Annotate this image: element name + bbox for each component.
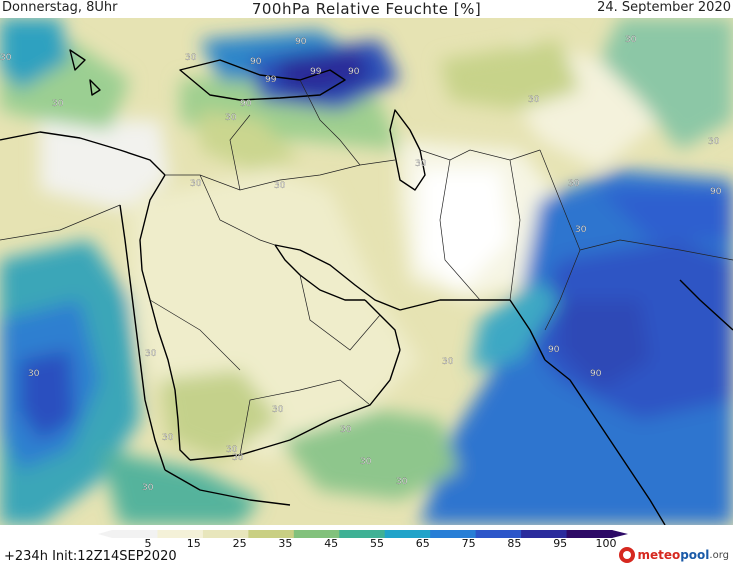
contour-label: 99 [265, 75, 277, 85]
forecast-date: 24. September 2020 [597, 0, 731, 15]
legend-swatch [293, 530, 340, 538]
legend-tick-label: 75 [462, 537, 476, 549]
legend-swatch [384, 530, 431, 538]
contour-label: 30 [232, 453, 244, 463]
contour-label: 30 [360, 457, 372, 467]
contour-label: 99 [310, 67, 322, 77]
contour-label: 30 [708, 137, 720, 147]
contour-labels: 30 30 30 90 90 90 90 99 99 30 30 30 30 3… [0, 35, 722, 493]
legend-tick-label: 85 [507, 537, 521, 549]
contour-label: 90 [548, 345, 560, 355]
contour-label: 30 [52, 99, 64, 109]
contour-label: 30 [568, 179, 580, 189]
legend-start-arrow [98, 530, 112, 538]
contour-label: 90 [710, 187, 722, 197]
contour-label: 30 [396, 477, 408, 487]
legend-swatch [157, 530, 204, 538]
legend-tick-label: 45 [324, 537, 338, 549]
contour-label: 30 [274, 181, 286, 191]
contour-label: 90 [295, 37, 307, 47]
legend-tick-label: 35 [278, 537, 292, 549]
contour-label: 30 [28, 369, 40, 379]
color-scale-legend: 5 15 25 35 45 55 65 75 85 95 100 [98, 530, 628, 549]
legend-tick-label: 100 [596, 537, 617, 549]
contour-label: 30 [0, 53, 12, 63]
contour-label: 90 [250, 57, 262, 67]
legend-swatch [430, 530, 477, 538]
legend-tick-label: 55 [370, 537, 384, 549]
legend-tick-label: 5 [145, 537, 152, 549]
coastlines [0, 49, 733, 525]
contour-label: 30 [528, 95, 540, 105]
map-title: 700hPa Relative Feuchte [%] [251, 0, 482, 18]
legend-swatch [248, 530, 295, 538]
legend-tick-label: 25 [233, 537, 247, 549]
contour-label: 90 [590, 369, 602, 379]
contour-label: 30 [415, 159, 427, 169]
legend-swatch [339, 530, 386, 538]
contour-label: 30 [442, 357, 454, 367]
legend-tick-label: 15 [187, 537, 201, 549]
contour-label: 30 [145, 349, 157, 359]
legend-swatch [112, 530, 158, 538]
contour-label: 30 [340, 425, 352, 435]
header: Donnerstag, 8Uhr 700hPa Relative Feuchte… [0, 0, 733, 18]
footer: 5 15 25 35 45 55 65 75 85 95 100 +234h Init:12Z14S… [0, 525, 733, 566]
contour-label: 30 [226, 445, 238, 455]
contour-label: 30 [575, 225, 587, 235]
borders [0, 79, 733, 456]
contour-label: 90 [240, 99, 252, 109]
humidity-field [0, 18, 733, 525]
meteopool-logo[interactable]: meteo pool .org [619, 545, 729, 565]
legend-tick-label: 95 [553, 537, 567, 549]
legend-swatch [521, 530, 568, 538]
legend-tick-label: 65 [416, 537, 430, 549]
contour-label: 30 [225, 113, 237, 123]
legend-end-arrow [612, 530, 628, 538]
contour-label: 30 [272, 405, 284, 415]
contour-label: 30 [190, 179, 202, 189]
legend-swatch [566, 530, 613, 538]
model-init-label: +234h Init:12Z14SEP2020 [4, 549, 177, 564]
legend-swatch [202, 530, 249, 538]
contour-label: 30 [162, 433, 174, 443]
forecast-day: Donnerstag, 8Uhr [2, 0, 118, 15]
contour-label: 90 [348, 67, 360, 77]
contour-label: 30 [142, 483, 154, 493]
contour-label: 30 [185, 53, 197, 63]
logo-text-part3: .org [709, 549, 729, 561]
humidity-map: 30 30 30 90 90 90 90 99 99 30 30 30 30 3… [0, 18, 733, 525]
logo-text-part2: pool [680, 548, 710, 562]
legend-swatch [475, 530, 522, 538]
logo-text-part1: meteo [637, 548, 681, 562]
logo-icon [619, 547, 636, 563]
contour-label: 30 [625, 35, 637, 45]
